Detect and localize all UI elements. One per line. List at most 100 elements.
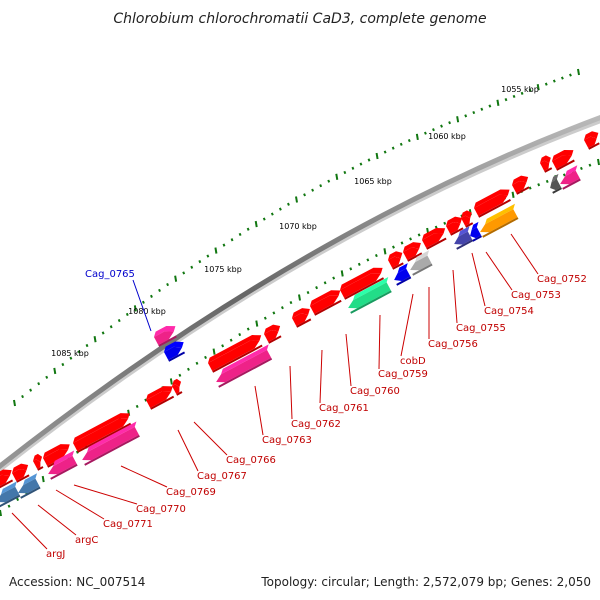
gene-arrow[interactable]: [262, 322, 285, 344]
gene-arrow[interactable]: [538, 154, 556, 173]
gene-arrow[interactable]: [444, 214, 467, 236]
gene-arrow[interactable]: [10, 461, 33, 483]
gene-label[interactable]: Cag_0755: [456, 323, 506, 334]
gene-arrow[interactable]: [390, 263, 415, 286]
gene-arrow-side: [296, 318, 312, 328]
gene-label[interactable]: Cag_0766: [226, 455, 276, 466]
gene-arrow[interactable]: [308, 287, 345, 316]
gene-arrow-face: [348, 282, 391, 309]
gene-arrow[interactable]: [170, 378, 186, 396]
leader-line: [177, 429, 199, 472]
gene-label[interactable]: Cag_0770: [136, 504, 186, 515]
gene-arrow[interactable]: [206, 331, 266, 373]
gene-arrow-top: [43, 444, 70, 458]
gene-arrow[interactable]: [338, 264, 387, 300]
tick-mark: [432, 128, 435, 132]
gene-arrow-top: [422, 228, 446, 240]
leader-line: [452, 269, 458, 324]
gene-arrow[interactable]: [476, 203, 522, 238]
tick-mark: [327, 179, 331, 183]
gene-arrow-top: [551, 173, 559, 183]
gene-label[interactable]: Cag_0760: [350, 386, 400, 397]
tick-mark: [93, 336, 97, 343]
gene-arrow[interactable]: [420, 224, 450, 250]
tick-mark: [391, 146, 395, 150]
tick-mark: [45, 375, 49, 379]
gene-arrow[interactable]: [546, 173, 565, 194]
gene-label[interactable]: Cag_0753: [511, 290, 561, 301]
tick-mark: [182, 271, 186, 275]
gene-label[interactable]: Cag_0763: [262, 435, 312, 446]
gene-arrow[interactable]: [212, 344, 276, 388]
gene-arrow-face: [0, 486, 20, 503]
leader-line: [254, 385, 264, 436]
gene-arrow[interactable]: [459, 209, 477, 228]
tick-mark: [520, 91, 524, 95]
gene-arrow[interactable]: [0, 466, 17, 490]
tick-mark: [16, 497, 20, 501]
gene-arrow[interactable]: [472, 186, 514, 218]
gene-arrow[interactable]: [510, 173, 533, 195]
gene-arrow-top: [87, 421, 137, 453]
label-leader-lines: [11, 233, 539, 550]
gene-arrow[interactable]: [71, 409, 135, 453]
tick-mark: [528, 186, 532, 190]
gene-arrow-top: [471, 221, 479, 231]
gene-arrow[interactable]: [466, 221, 485, 242]
tick-mark: [512, 94, 516, 99]
gene-arrow[interactable]: [582, 129, 600, 150]
tick-mark: [198, 260, 202, 264]
gene-arrow-side: [396, 276, 412, 286]
figure-title: Chlorobium chlorochromatii CaD3, complet…: [113, 11, 486, 27]
gene-arrow[interactable]: [162, 338, 188, 362]
gene-arrow-side: [465, 222, 474, 228]
gene-label[interactable]: Cag_0761: [319, 403, 369, 414]
gene-arrow[interactable]: [556, 165, 584, 190]
gene-label[interactable]: argJ: [46, 549, 65, 560]
gene-arrow[interactable]: [401, 239, 426, 262]
gene-label[interactable]: Cag_0762: [291, 419, 341, 430]
gene-arrow[interactable]: [0, 481, 24, 508]
leader-line: [120, 465, 168, 488]
gene-arrow[interactable]: [386, 249, 407, 270]
gene-arrow[interactable]: [406, 250, 436, 276]
gene-arrow[interactable]: [344, 276, 395, 314]
gene-arrow-top: [388, 251, 403, 260]
tick-mark: [374, 254, 378, 258]
gene-label[interactable]: Cag_0754: [484, 306, 534, 317]
gene-label[interactable]: argC: [75, 535, 98, 546]
gene-label[interactable]: cobD: [400, 356, 426, 367]
tick-mark: [504, 98, 508, 102]
gene-arrow[interactable]: [78, 421, 143, 466]
gene-arrow-top: [397, 263, 408, 273]
gene-arrow[interactable]: [44, 450, 81, 480]
gene-arrow-face: [0, 474, 11, 488]
tick-mark: [577, 68, 580, 76]
gene-arrow-top: [53, 450, 75, 467]
tick-mark: [133, 305, 137, 312]
gene-label[interactable]: Cag_0765: [85, 269, 135, 280]
tick-mark: [440, 124, 443, 128]
tick-mark: [280, 306, 284, 310]
gene-arrow[interactable]: [14, 473, 44, 499]
gene-arrow[interactable]: [450, 226, 476, 250]
gene-label[interactable]: Cag_0756: [428, 339, 478, 350]
gene-arrow-side: [0, 494, 21, 508]
gene-label[interactable]: Cag_0752: [537, 274, 587, 285]
leader-line: [485, 251, 513, 291]
tick-mark: [238, 332, 242, 337]
gene-label[interactable]: Cag_0759: [378, 369, 428, 380]
tick-mark: [101, 331, 105, 335]
gene-label[interactable]: Cag_0769: [166, 487, 216, 498]
tick-mark: [545, 179, 549, 184]
gene-arrow-top: [485, 203, 515, 225]
gene-label[interactable]: Cag_0771: [103, 519, 153, 530]
gene-arrow-side: [556, 159, 575, 171]
gene-arrow[interactable]: [550, 146, 578, 171]
gene-arrow[interactable]: [31, 453, 47, 471]
gene-arrow[interactable]: [290, 305, 315, 328]
gene-arrow-side: [314, 299, 342, 316]
gene-label[interactable]: Cag_0767: [197, 471, 247, 482]
gene-arrow[interactable]: [152, 322, 180, 347]
gene-arrow[interactable]: [144, 382, 178, 410]
